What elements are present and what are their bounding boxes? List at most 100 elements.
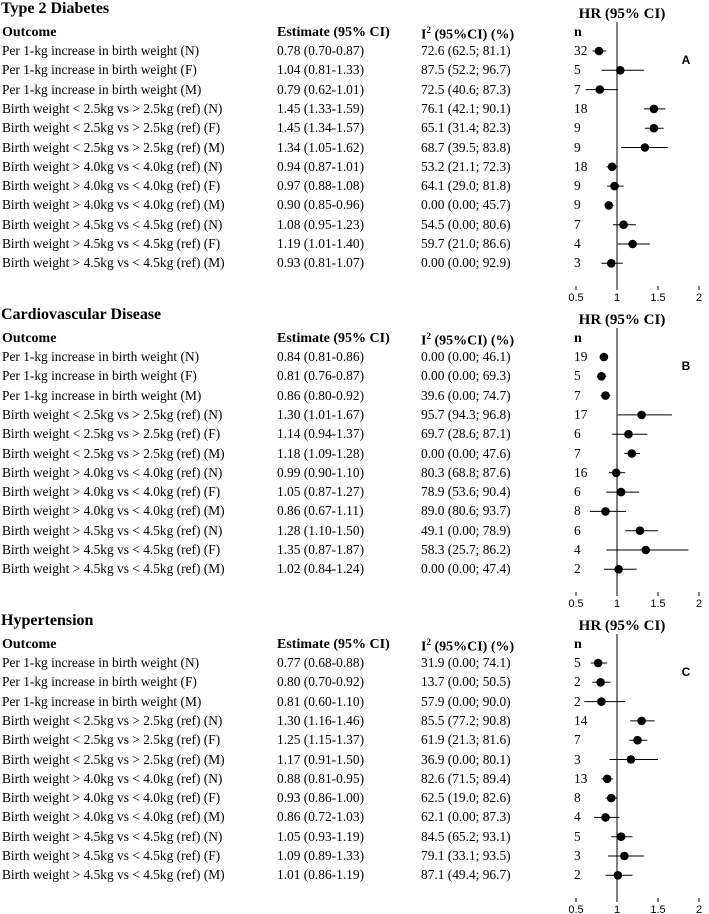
estimate-cell: 1.35 (0.87-1.87): [277, 542, 365, 557]
outcome-cell: Birth weight > 4.0kg vs < 4.0kg (ref) (M…: [2, 503, 225, 519]
forest-plot-c: HR (95% CI) C 0.5 1 1.5 2: [568, 618, 702, 914]
i2-cell: 58.3 (25.7; 86.2): [421, 542, 511, 557]
outcome-cell: Birth weight > 4.5kg vs < 4.5kg (ref) (N…: [2, 522, 223, 538]
outcome-cell: Per 1-kg increase in birth weight (M): [2, 387, 202, 403]
estimate-cell: 0.97 (0.88-1.08): [277, 178, 365, 194]
outcome-cell: Birth weight > 4.5kg vs < 4.5kg (ref) (F…: [2, 542, 221, 557]
hr-point: [616, 832, 626, 841]
hr-point: [637, 716, 646, 726]
i2-label: I: [421, 639, 427, 655]
estimate-cell: 0.78 (0.70-0.87): [277, 43, 365, 58]
i2-cell: 65.1 (31.4; 82.3): [421, 120, 511, 136]
hr-point: [620, 851, 629, 861]
estimate-cell: 1.34 (1.05-1.62): [277, 139, 365, 155]
i2-cell: 84.5 (65.2; 93.1): [421, 828, 511, 844]
hr-point: [594, 46, 604, 56]
outcome-cell: Birth weight > 4.5kg vs < 4.5kg (ref) (N…: [2, 216, 223, 232]
estimate-cell: 0.90 (0.85-0.96): [277, 197, 365, 213]
n-cell: 4: [574, 236, 581, 251]
x-tick-label: 1: [614, 904, 620, 914]
outcome-cell: Per 1-kg increase in birth weight (N): [2, 655, 200, 670]
outcome-cell: Birth weight < 2.5kg vs > 2.5kg (ref) (N…: [2, 406, 223, 422]
estimate-cell: 0.86 (0.67-1.11): [277, 503, 364, 519]
i2-cell: 0.00 (0.00; 45.7): [421, 197, 511, 213]
outcome-cell: Per 1-kg increase in birth weight (N): [2, 43, 200, 58]
estimate-cell: 0.86 (0.80-0.92): [277, 387, 365, 403]
estimate-cell: 0.93 (0.86-1.00): [277, 790, 365, 806]
hr-point: [597, 372, 606, 381]
column-header-i2: I2 (95%CI) (%): [421, 331, 514, 350]
outcome-cell: Birth weight > 4.0kg vs < 4.0kg (ref) (N…: [2, 464, 223, 480]
hr-point: [596, 678, 605, 687]
outcome-cell: Birth weight < 2.5kg vs > 2.5kg (ref) (M…: [2, 445, 225, 461]
n-cell: 18: [574, 158, 588, 174]
hr-point: [597, 697, 606, 706]
outcome-cell: Per 1-kg increase in birth weight (M): [2, 693, 202, 709]
estimate-cell: 0.99 (0.90-1.10): [277, 464, 365, 480]
i2-cell: 80.3 (68.8; 87.6): [421, 464, 511, 480]
n-cell: 6: [574, 484, 581, 500]
estimate-cell: 1.08 (0.95-1.23): [277, 216, 365, 232]
i2-cell: 0.00 (0.00; 47.4): [421, 561, 511, 577]
outcome-cell: Birth weight < 2.5kg vs > 2.5kg (ref) (M…: [2, 751, 225, 767]
outcome-cell: Birth weight > 4.0kg vs < 4.0kg (ref) (N…: [2, 158, 223, 174]
hr-point: [607, 162, 617, 172]
n-cell: 3: [574, 255, 581, 271]
panel-c: Hypertension Outcome Estimate (95% CI) I2 (…: [0, 612, 709, 914]
hr-point: [640, 143, 650, 152]
n-cell: 3: [574, 848, 581, 863]
i2-cell: 87.5 (52.2; 96.7): [421, 62, 511, 78]
i2-cell: 31.9 (0.00; 74.1): [421, 655, 511, 670]
panel-title: Hypertension: [1, 612, 94, 629]
i2-label-rest: (95%CI) (%): [430, 333, 515, 349]
x-tick-label: 1: [614, 598, 620, 608]
panel-letter: A: [682, 53, 691, 67]
hr-point: [601, 391, 610, 400]
i2-cell: 82.6 (71.5; 89.4): [421, 770, 511, 786]
forest-plot-a: HR (95% CI) A 0.5 1 1.5 2: [568, 6, 702, 302]
estimate-cell: 0.80 (0.70-0.92): [277, 674, 365, 690]
n-cell: 9: [574, 178, 581, 194]
column-header-estimate: Estimate (95% CI): [277, 25, 390, 40]
estimate-cell: 1.25 (1.15-1.37): [277, 732, 365, 748]
i2-cell: 85.5 (77.2; 90.8): [421, 712, 511, 728]
n-cell: 9: [574, 197, 581, 213]
panel-title: Type 2 Diabetes: [1, 0, 110, 17]
n-cell: 5: [574, 368, 581, 384]
estimate-cell: 0.81 (0.60-1.10): [277, 693, 365, 709]
i2-cell: 39.6 (0.00; 74.7): [421, 387, 511, 403]
n-cell: 7: [574, 445, 581, 461]
outcome-cell: Per 1-kg increase in birth weight (N): [2, 349, 200, 364]
n-cell: 6: [574, 522, 581, 538]
n-cell: 32: [574, 43, 588, 58]
estimate-cell: 1.28 (1.10-1.50): [277, 522, 365, 538]
outcome-cell: Birth weight > 4.5kg vs < 4.5kg (ref) (F…: [2, 848, 221, 863]
n-cell: 2: [574, 867, 581, 883]
estimate-cell: 1.02 (0.84-1.24): [277, 561, 365, 577]
column-header-outcome: Outcome: [2, 637, 57, 652]
estimate-cell: 1.17 (0.91-1.50): [277, 751, 365, 767]
i2-cell: 69.7 (28.6; 87.1): [421, 426, 511, 442]
i2-cell: 0.00 (0.00; 92.9): [421, 255, 511, 271]
estimate-cell: 0.88 (0.81-0.95): [277, 770, 365, 786]
i2-cell: 87.1 (49.4; 96.7): [421, 867, 511, 883]
outcome-cell: Birth weight < 2.5kg vs > 2.5kg (ref) (F…: [2, 426, 221, 442]
i2-cell: 59.7 (21.0; 86.6): [421, 236, 511, 251]
i2-cell: 78.9 (53.6; 90.4): [421, 484, 511, 500]
outcome-cell: Birth weight > 4.5kg vs < 4.5kg (ref) (M…: [2, 867, 225, 883]
i2-cell: 0.00 (0.00; 46.1): [421, 349, 511, 364]
outcome-cell: Per 1-kg increase in birth weight (M): [2, 81, 202, 97]
column-header-n: n: [574, 637, 582, 652]
hr-axis-title: HR (95% CI): [579, 618, 666, 634]
hr-axis-title: HR (95% CI): [579, 6, 666, 22]
outcome-cell: Birth weight > 4.0kg vs < 4.0kg (ref) (M…: [2, 809, 225, 825]
n-cell: 17: [574, 406, 588, 422]
hr-point: [604, 201, 614, 210]
n-cell: 2: [574, 561, 581, 577]
n-cell: 7: [574, 387, 581, 403]
outcome-cell: Birth weight > 4.5kg vs < 4.5kg (ref) (M…: [2, 255, 225, 271]
estimate-cell: 1.19 (1.01-1.40): [277, 236, 365, 251]
i2-cell: 53.2 (21.1; 72.3): [421, 158, 511, 174]
n-cell: 14: [574, 712, 588, 728]
i2-cell: 54.5 (0.00; 80.6): [421, 216, 511, 232]
